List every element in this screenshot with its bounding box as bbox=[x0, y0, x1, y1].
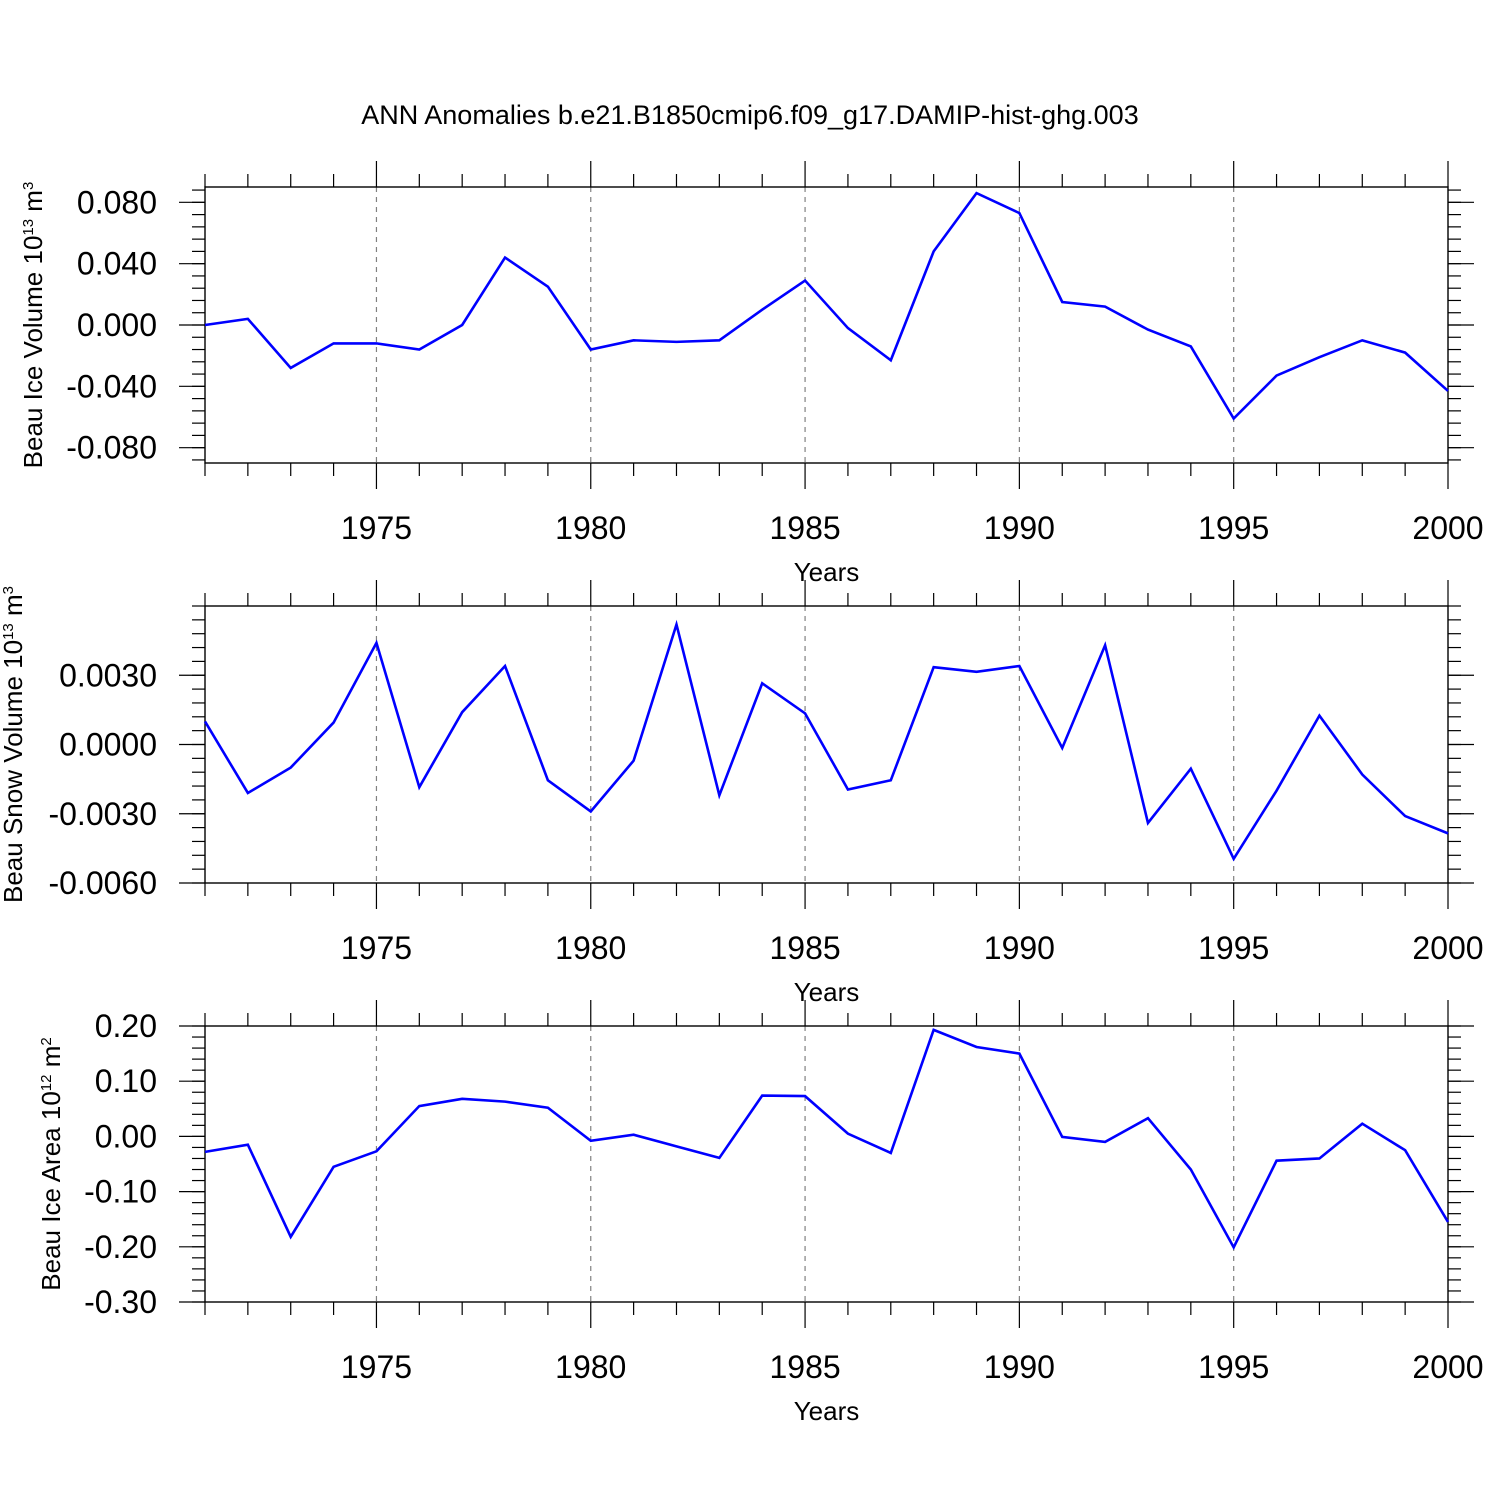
x-tick-label-1975: 1975 bbox=[341, 510, 412, 546]
x-axis-label: Years bbox=[794, 557, 860, 587]
figure-title: ANN Anomalies b.e21.B1850cmip6.f09_g17.D… bbox=[361, 100, 1138, 130]
x-axis-label: Years bbox=[794, 977, 860, 1007]
x-tick-label-1980: 1980 bbox=[555, 510, 626, 546]
y-tick-label-4: -0.080 bbox=[66, 430, 157, 466]
y-label-base: Beau Ice Area 10 bbox=[36, 1091, 66, 1290]
y-label-unit: m bbox=[36, 1046, 66, 1075]
panel-2: 1975 1980 1985 1990 1995 2000 0.0030 0.0000 -0.0… bbox=[0, 580, 1484, 1007]
x-tick-label-1990: 1990 bbox=[984, 1349, 1055, 1385]
y-label-exponent: 13 bbox=[0, 623, 17, 640]
y-tick-label-3: -0.040 bbox=[66, 368, 157, 404]
x-tick-label-1985: 1985 bbox=[769, 510, 840, 546]
x-tick-label-1975: 1975 bbox=[341, 1349, 412, 1385]
x-tick-label-2000: 2000 bbox=[1412, 510, 1483, 546]
y-axis-label: Beau Ice Area 1012 m2 bbox=[36, 1037, 66, 1290]
y-label-exponent: 12 bbox=[38, 1075, 55, 1092]
y-tick-label-5: -0.30 bbox=[84, 1284, 157, 1320]
x-tick-label-1985: 1985 bbox=[769, 930, 840, 966]
x-axis-label: Years bbox=[794, 1396, 860, 1426]
panel-3: 1975 1980 1985 1990 1995 2000 0.20 0.10 0.00 -0.1… bbox=[36, 1000, 1484, 1426]
y-label-base: Beau Snow Volume 10 bbox=[0, 640, 28, 903]
y-tick-label-4: -0.20 bbox=[84, 1229, 157, 1265]
x-tick-label-1995: 1995 bbox=[1198, 1349, 1269, 1385]
series-line-1 bbox=[204, 191, 1449, 421]
panels: 1975 1980 1985 1990 1995 2000 0.080 0.040 0.000 -… bbox=[0, 161, 1484, 1426]
y-label-unit-exponent: 2 bbox=[38, 1037, 55, 1045]
y-tick-label-0: 0.20 bbox=[95, 1008, 157, 1044]
x-tick-label-1980: 1980 bbox=[555, 1349, 626, 1385]
y-tick-label-3: -0.0060 bbox=[48, 865, 157, 901]
x-tick-label-2000: 2000 bbox=[1412, 930, 1483, 966]
y-tick-label-1: 0.10 bbox=[95, 1063, 157, 1099]
y-label-unit: m bbox=[18, 190, 48, 219]
y-label-base: Beau Ice Volume 10 bbox=[18, 236, 48, 469]
y-tick-label-0: 0.0030 bbox=[59, 657, 157, 693]
y-tick-label-1: 0.0000 bbox=[59, 727, 157, 763]
y-tick-label-2: 0.000 bbox=[77, 307, 157, 343]
x-tick-label-1985: 1985 bbox=[769, 1349, 840, 1385]
y-axis-label: Beau Snow Volume 1013 m3 bbox=[0, 586, 28, 903]
y-tick-label-2: 0.00 bbox=[95, 1118, 157, 1154]
y-tick-label-1: 0.040 bbox=[77, 246, 157, 282]
y-label-unit-exponent: 3 bbox=[20, 182, 37, 190]
y-label-unit: m bbox=[0, 594, 28, 623]
series-line-1 bbox=[203, 619, 1449, 862]
x-tick-label-1995: 1995 bbox=[1198, 510, 1269, 546]
y-label-unit-exponent: 3 bbox=[0, 586, 17, 594]
plot-frame bbox=[204, 605, 1449, 884]
x-tick-label-1975: 1975 bbox=[341, 930, 412, 966]
y-label-exponent: 13 bbox=[20, 219, 37, 236]
y-tick-label-0: 0.080 bbox=[77, 184, 157, 220]
x-tick-label-1995: 1995 bbox=[1198, 930, 1269, 966]
x-tick-label-1990: 1990 bbox=[984, 510, 1055, 546]
x-tick-label-1990: 1990 bbox=[984, 930, 1055, 966]
plot-frame bbox=[204, 186, 1449, 464]
plot-frame bbox=[204, 1025, 1449, 1303]
y-tick-label-3: -0.10 bbox=[84, 1174, 157, 1210]
x-tick-label-2000: 2000 bbox=[1412, 1349, 1483, 1385]
y-axis-label: Beau Ice Volume 1013 m3 bbox=[18, 182, 48, 469]
y-tick-label-2: -0.0030 bbox=[48, 796, 157, 832]
series-line-1 bbox=[204, 1028, 1450, 1251]
x-tick-label-1980: 1980 bbox=[555, 930, 626, 966]
panel-1: 1975 1980 1985 1990 1995 2000 0.080 0.040 0.000 -… bbox=[18, 161, 1484, 587]
